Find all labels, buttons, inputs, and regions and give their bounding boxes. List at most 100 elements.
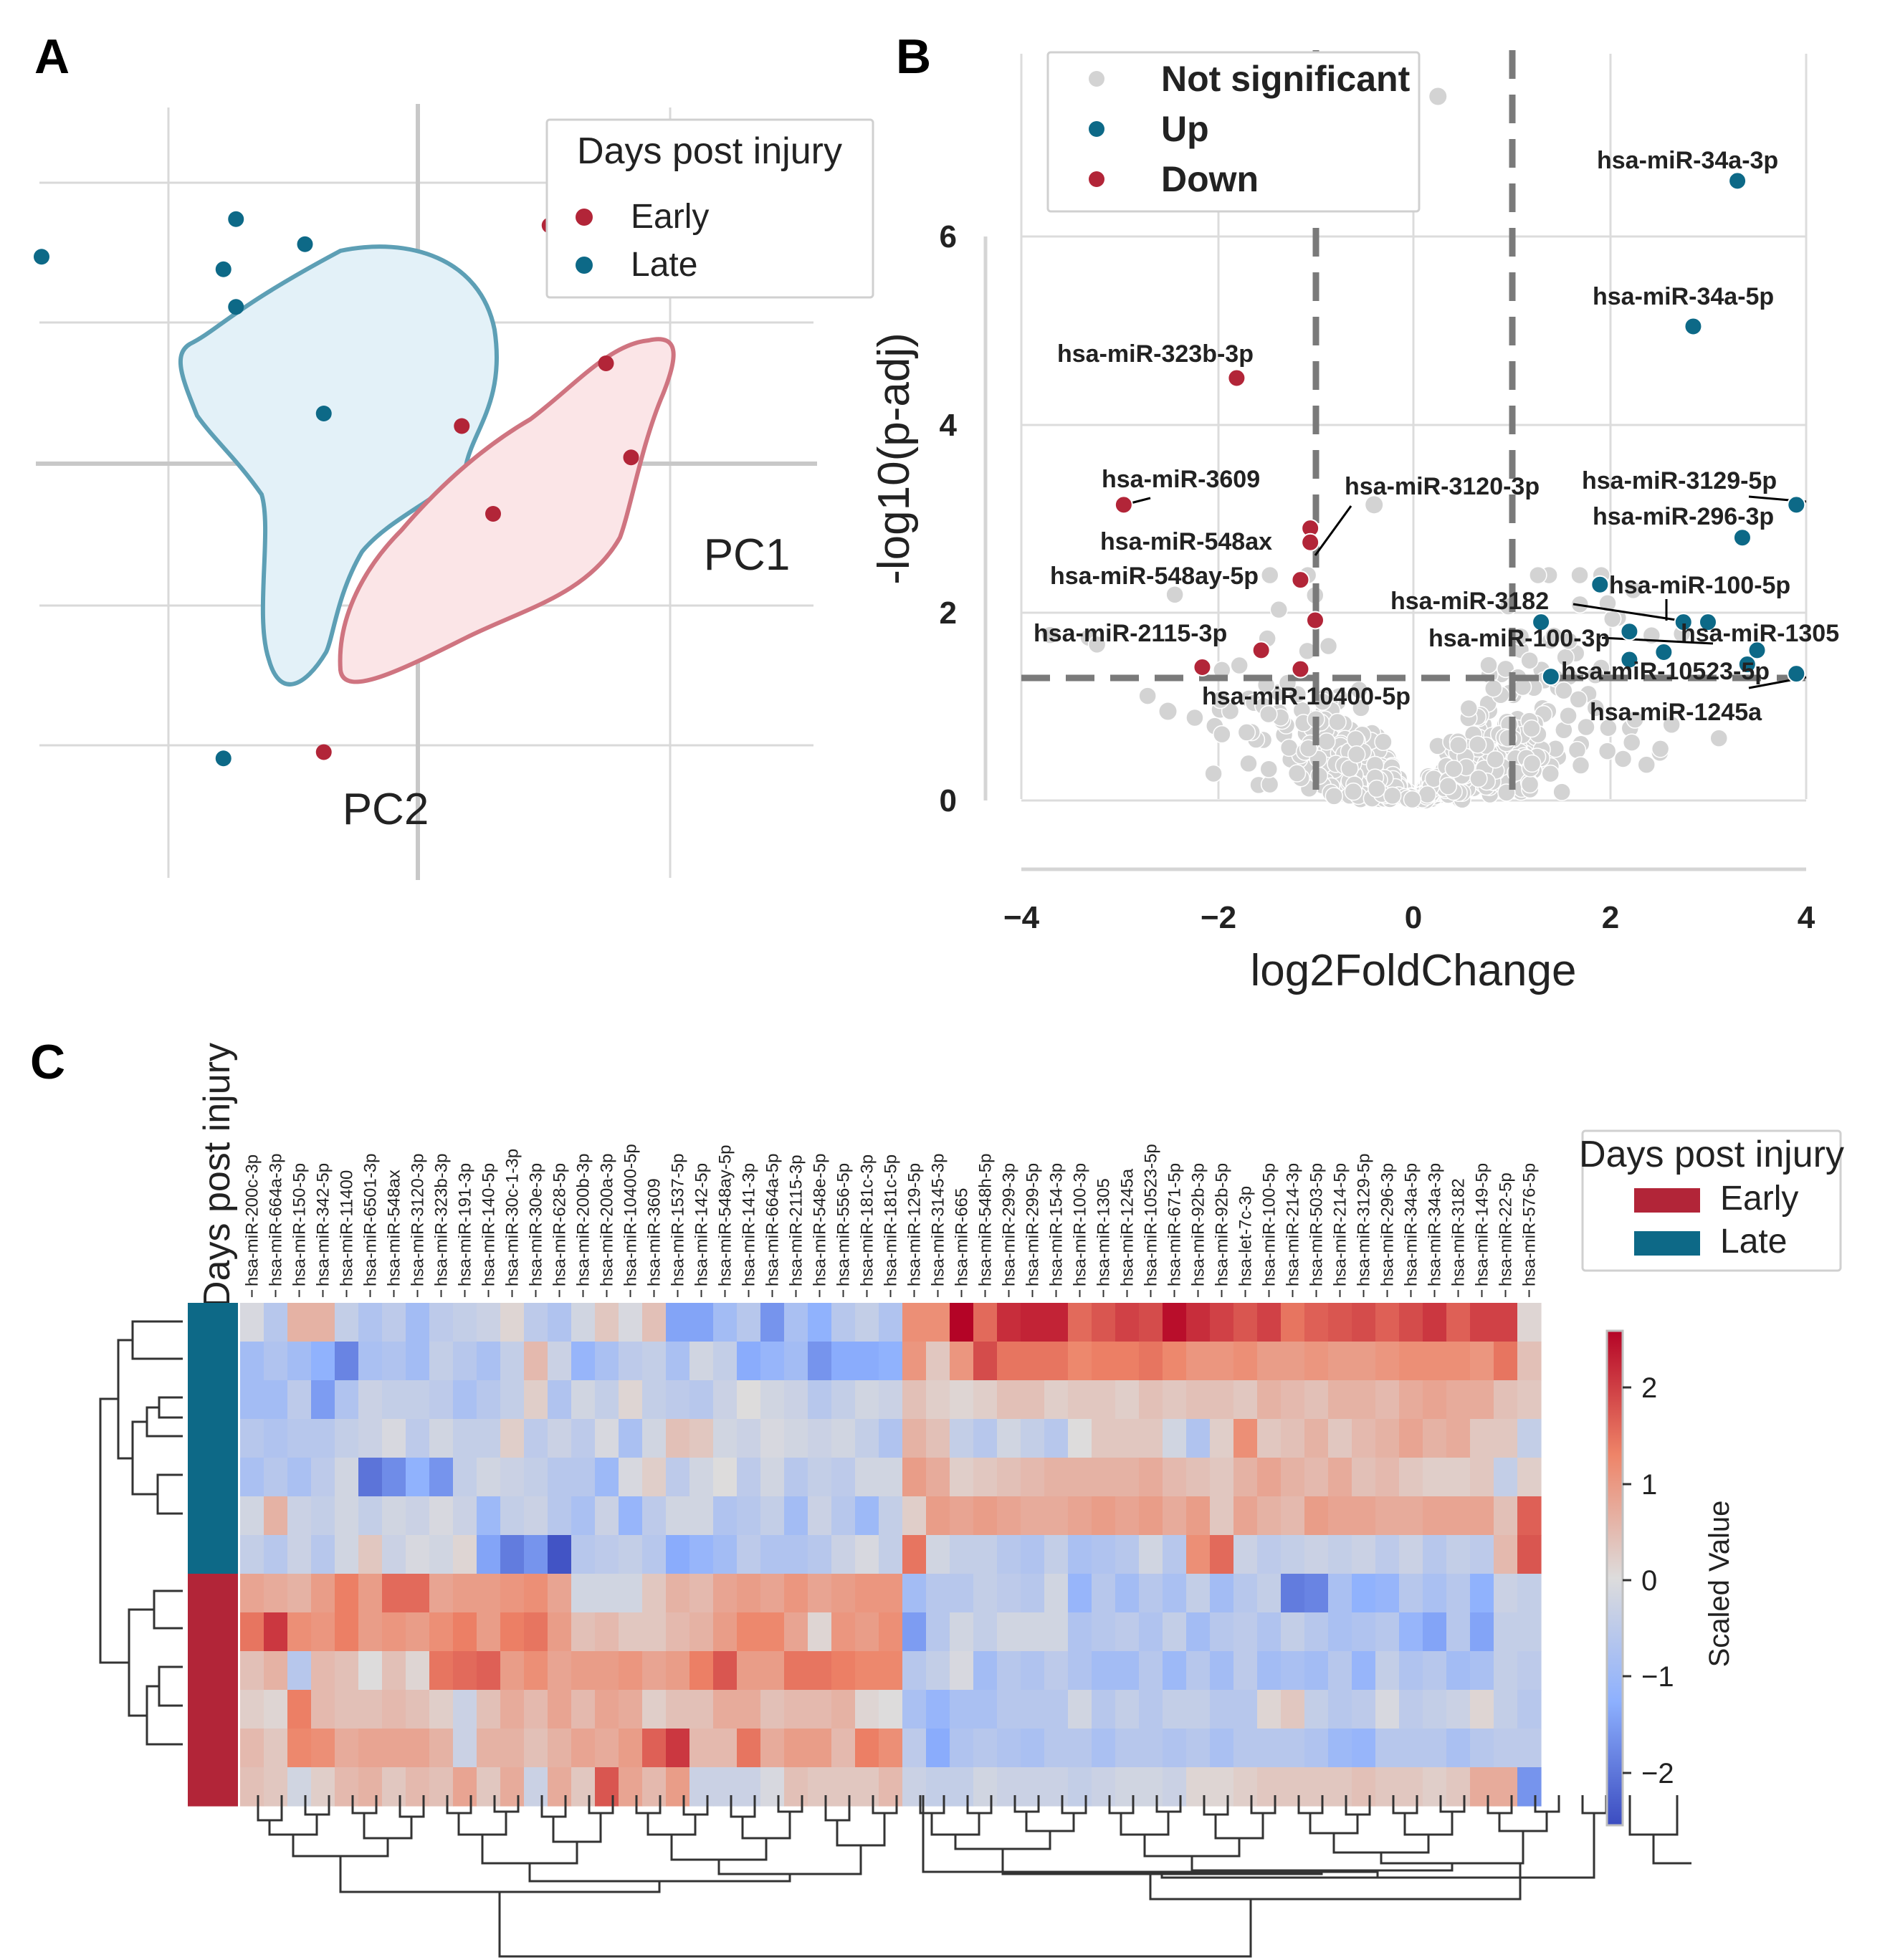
legend-not-significant: Not significant [1161, 59, 1411, 99]
heatmap-cell [926, 1496, 950, 1536]
heatmap-cell [477, 1419, 501, 1458]
heatmap-cell [1115, 1342, 1140, 1381]
pca-point-late [297, 236, 313, 252]
heatmap-cell [382, 1651, 406, 1691]
heatmap-cell [1044, 1496, 1069, 1536]
heatmap-cell [1494, 1767, 1518, 1807]
heatmap-cell [548, 1612, 572, 1652]
heatmap-cell [1375, 1729, 1400, 1768]
up-point [1728, 171, 1747, 191]
heatmap-cell [382, 1303, 406, 1342]
row-annotation-early [188, 1767, 238, 1807]
heatmap-cell [666, 1767, 690, 1807]
heatmap-cell [1517, 1612, 1542, 1652]
heatmap-cell [406, 1303, 430, 1342]
heatmap-cell [760, 1342, 785, 1381]
heatmap-cell [1186, 1535, 1211, 1574]
heatmap-cell [264, 1535, 288, 1574]
heatmap-cell [619, 1767, 643, 1807]
row-annotation-early [188, 1574, 238, 1613]
heatmap-cell [1328, 1419, 1352, 1458]
heatmap-cell [1304, 1729, 1329, 1768]
heatmap-cell [1281, 1767, 1305, 1807]
heatmap-cell [855, 1303, 879, 1342]
heatmap-cell [737, 1419, 761, 1458]
heatmap-cell [950, 1690, 974, 1729]
heatmap-cell [264, 1690, 288, 1729]
down-point [1291, 570, 1310, 590]
heatmap-cell [264, 1419, 288, 1458]
ns-point [1555, 681, 1573, 700]
heatmap-cell [1399, 1380, 1423, 1420]
heatmap-cell [1021, 1612, 1045, 1652]
heatmap-cell [1494, 1496, 1518, 1536]
column-label: hsa-miR-150-5p [290, 1163, 310, 1286]
heatmap-cell [1352, 1729, 1376, 1768]
heatmap-cell [1257, 1651, 1282, 1691]
heatmap-cell [831, 1690, 856, 1729]
heatmap-cell [1115, 1612, 1140, 1652]
heatmap-cell [1375, 1690, 1400, 1729]
heatmap-cell [1257, 1729, 1282, 1768]
row-annotation-title: Days post injury [196, 1043, 238, 1308]
pca-point-late [215, 261, 232, 277]
ns-point [1586, 699, 1605, 717]
heatmap-cell [1423, 1651, 1447, 1691]
heatmap-cell [950, 1419, 974, 1458]
heatmap-cell [1044, 1342, 1069, 1381]
heatmap-cell [713, 1690, 738, 1729]
heatmap-cell [1352, 1767, 1376, 1807]
heatmap-cell [1233, 1419, 1258, 1458]
column-label: hsa-miR-214-5p [1331, 1163, 1350, 1286]
heatmap-cell [429, 1574, 454, 1613]
heatmap-cell [500, 1496, 525, 1536]
heatmap-cell [1210, 1767, 1234, 1807]
column-label: hsa-miR-548ax [385, 1170, 404, 1286]
heatmap-cell [1257, 1419, 1282, 1458]
heatmap-cell [548, 1767, 572, 1807]
heatmap-cell [1446, 1767, 1471, 1807]
heatmap-cell [1163, 1458, 1187, 1497]
heatmap-cell [453, 1380, 477, 1420]
row-annotation-bar [188, 1303, 238, 1807]
heatmap-cell [1517, 1380, 1542, 1420]
heatmap-cell [1281, 1574, 1305, 1613]
heatmap-cell [950, 1574, 974, 1613]
heatmap-cell [1446, 1729, 1471, 1768]
heatmap-cell [1186, 1303, 1211, 1342]
heatmap-cell [595, 1342, 619, 1381]
heatmap-cell [595, 1767, 619, 1807]
up-point [1699, 613, 1717, 632]
colorbar-tick: 1 [1641, 1469, 1657, 1501]
heatmap-cell [1021, 1496, 1045, 1536]
heatmap-cell [642, 1767, 667, 1807]
heatmap-cell [1423, 1535, 1447, 1574]
ns-point [1365, 496, 1383, 514]
heatmap-cell [1257, 1303, 1282, 1342]
heatmap-legend-early: Early [1720, 1180, 1798, 1218]
heatmap-cell [1139, 1458, 1163, 1497]
heatmap-cell [453, 1651, 477, 1691]
heatmap-cell [1233, 1690, 1258, 1729]
heatmap-cell [524, 1419, 548, 1458]
ns-point [1444, 760, 1464, 778]
heatmap-cell [571, 1574, 596, 1613]
heatmap-cell [1281, 1496, 1305, 1536]
pca-point-late [228, 211, 244, 227]
heatmap-cell [666, 1690, 690, 1729]
heatmap-cell [831, 1574, 856, 1613]
heatmap-cell [477, 1690, 501, 1729]
pca-point-late [315, 406, 332, 421]
heatmap-cell [973, 1419, 998, 1458]
heatmap-cell [784, 1535, 808, 1574]
heatmap-cell [477, 1651, 501, 1691]
heatmap-cell [406, 1342, 430, 1381]
heatmap-cell [760, 1690, 785, 1729]
heatmap-cell [902, 1419, 927, 1458]
up-point [1737, 655, 1757, 674]
heatmap-cell [311, 1612, 335, 1652]
heatmap-cell [429, 1380, 454, 1420]
heatmap-cell [1139, 1574, 1163, 1613]
heatmap-cell [926, 1380, 950, 1420]
heatmap-cell [1163, 1380, 1187, 1420]
